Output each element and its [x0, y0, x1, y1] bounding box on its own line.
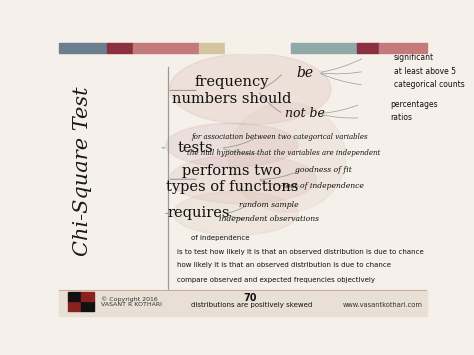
Text: of independence: of independence: [191, 235, 250, 241]
Text: tests: tests: [177, 141, 213, 155]
Bar: [68, 301, 82, 311]
Text: © Copyright 2016
VASANT R KOTHARI: © Copyright 2016 VASANT R KOTHARI: [101, 296, 163, 307]
Bar: [379, 43, 427, 53]
Ellipse shape: [170, 54, 331, 125]
Text: frequency
numbers should: frequency numbers should: [172, 75, 292, 105]
Bar: [225, 43, 291, 53]
Text: ratios: ratios: [390, 113, 412, 122]
Ellipse shape: [228, 103, 346, 212]
Bar: [82, 292, 94, 301]
Bar: [59, 43, 107, 53]
Text: at least above 5: at least above 5: [393, 67, 456, 76]
Text: independent observations: independent observations: [219, 215, 319, 223]
Text: requires: requires: [168, 207, 230, 220]
Text: significant: significant: [393, 53, 434, 62]
Text: percentages: percentages: [390, 100, 438, 109]
Bar: [82, 301, 94, 311]
Ellipse shape: [169, 155, 317, 204]
Text: be: be: [297, 66, 314, 80]
Text: performs two
types of functions: performs two types of functions: [166, 164, 298, 195]
Text: is to test how likely it is that an observed distribution is due to chance: is to test how likely it is that an obse…: [177, 249, 424, 255]
Text: www.vasantkothari.com: www.vasantkothari.com: [343, 302, 422, 308]
Text: categorical counts: categorical counts: [393, 81, 465, 89]
Text: test of independence: test of independence: [283, 182, 364, 190]
Text: the null hypothesis that the variables are independent: the null hypothesis that the variables a…: [187, 149, 380, 157]
Text: for association between two categorical variables: for association between two categorical …: [191, 133, 368, 141]
Text: random sample: random sample: [239, 201, 299, 209]
Bar: [357, 43, 379, 53]
Text: Chi-Square Test: Chi-Square Test: [73, 86, 91, 256]
Bar: [133, 43, 199, 53]
Bar: [68, 292, 82, 301]
Text: goodness of fit: goodness of fit: [295, 166, 352, 174]
Text: 70: 70: [244, 293, 257, 303]
Bar: [199, 43, 225, 53]
Ellipse shape: [166, 123, 298, 167]
Text: how likely it is that an observed distribution is due to chance: how likely it is that an observed distri…: [177, 262, 391, 268]
Text: not be: not be: [285, 107, 325, 120]
Bar: [291, 43, 357, 53]
Bar: [59, 290, 427, 316]
Ellipse shape: [173, 192, 298, 235]
Text: distributions are positively skewed: distributions are positively skewed: [191, 302, 313, 308]
Text: compare observed and expected frequencies objectively: compare observed and expected frequencie…: [177, 277, 375, 283]
Bar: [107, 43, 133, 53]
